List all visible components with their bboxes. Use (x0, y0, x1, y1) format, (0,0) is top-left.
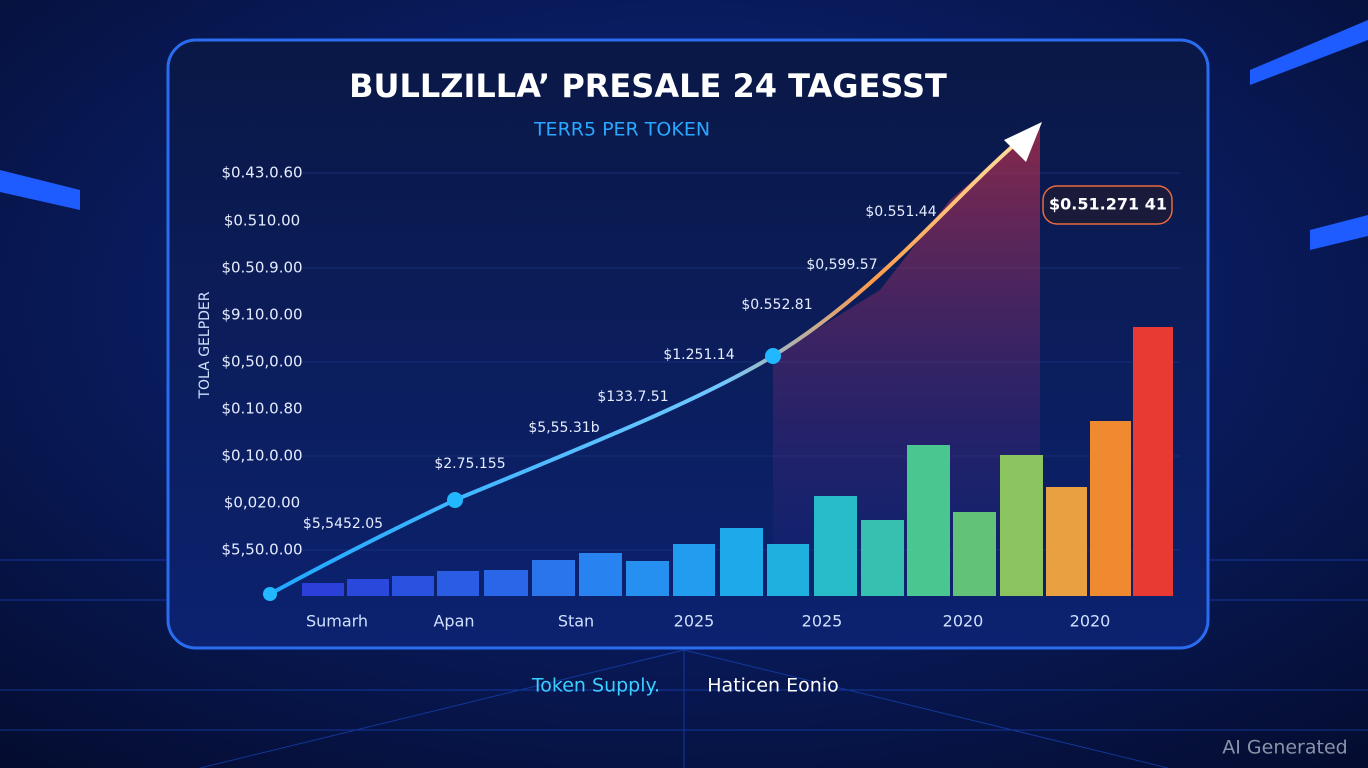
x-label: Apan (433, 612, 474, 631)
callout: $0.51.271 41 (1049, 195, 1167, 214)
subtitle: TERR5 PER TOKEN (533, 119, 710, 141)
point (447, 492, 463, 508)
point-label: $5,5452.05 (303, 516, 383, 532)
point-label: $0,599.57 (806, 257, 877, 273)
y-axis-label: TOLA GELPDER (197, 291, 213, 399)
point-label: $0.551.44 (865, 204, 936, 220)
glow (773, 124, 1040, 596)
y-label: $0.10.0.80 (221, 400, 302, 418)
y-label: $0,10.0.00 (221, 447, 302, 465)
x-labels: Sumarh Apan Stan 2025 2025 2020 2020 (306, 612, 1110, 631)
point-label: $2.75.155 (434, 456, 505, 472)
footer-left: Token Supply. (531, 675, 660, 697)
x-label: Stan (558, 612, 594, 631)
floor-grid (0, 559, 1368, 768)
footer-right: Haticen Eonio (707, 675, 838, 697)
x-label: Sumarh (306, 612, 368, 631)
y-labels: $0.43.0.60 $0.510.00 $0.50.9.00 $9.10.0.00 $… (221, 164, 302, 559)
y-label: $0.50.9.00 (221, 259, 302, 277)
x-label: 2020 (943, 612, 984, 631)
x-label: 2025 (674, 612, 715, 631)
point-labels: $5,5452.05 $2.75.155 $5,55.31b $133.7.51 $1.… (303, 204, 937, 532)
y-label: $0.43.0.60 (221, 164, 302, 182)
title: BULLZILLA’ PRESALE 24 TAGESST (349, 67, 947, 105)
y-label: $0.510.00 (224, 212, 300, 230)
point-label: $0.552.81 (741, 297, 812, 313)
side-stripes (0, 20, 1368, 250)
point-label: $1.251.14 (663, 347, 734, 363)
y-label: $9.10.0.00 (221, 306, 302, 324)
point (765, 348, 781, 364)
y-label: $0,50,0.00 (221, 353, 302, 371)
x-label: 2025 (802, 612, 843, 631)
watermark: AI Generated (1222, 737, 1347, 759)
x-label: 2020 (1070, 612, 1111, 631)
callout-box (1042, 185, 1173, 225)
y-label: $0,020.00 (224, 494, 300, 512)
bars (302, 327, 1173, 596)
point-label: $5,55.31b (528, 420, 599, 436)
point-label: $133.7.51 (597, 389, 668, 405)
point (263, 587, 277, 601)
curve (269, 136, 1024, 596)
arrow-head (1004, 122, 1042, 162)
y-label: $5,50.0.00 (221, 541, 302, 559)
